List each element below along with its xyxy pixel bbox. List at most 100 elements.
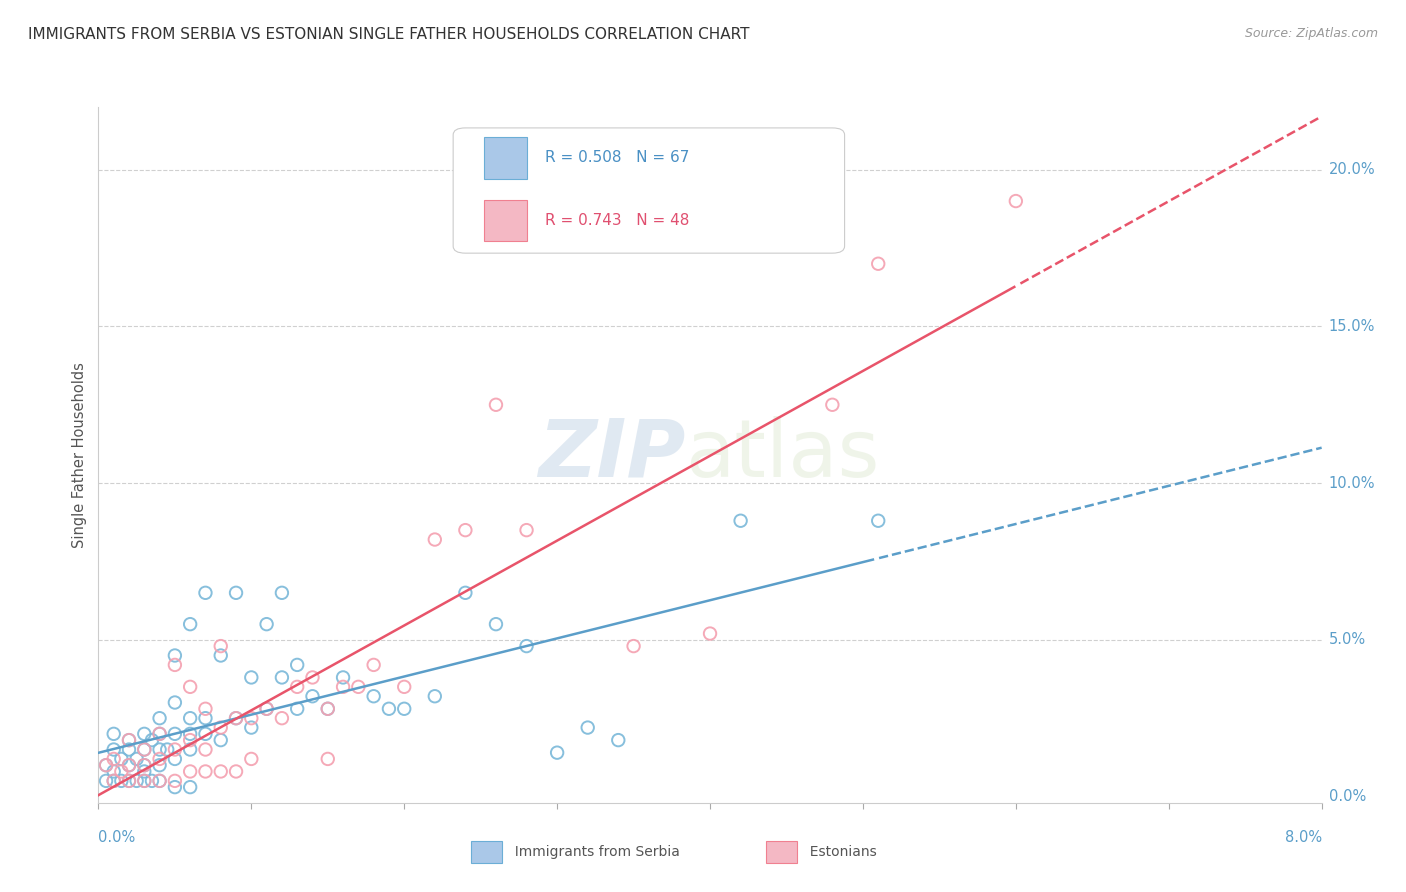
Point	[240, 752, 263, 766]
Point	[209, 648, 232, 663]
Text: 0.0%: 0.0%	[1329, 789, 1365, 804]
Point	[270, 586, 294, 600]
Point	[125, 752, 148, 766]
Point	[134, 758, 156, 772]
Text: Estonians: Estonians	[801, 845, 877, 859]
Point	[301, 690, 323, 704]
Point	[423, 690, 446, 704]
Point	[141, 773, 163, 788]
Point	[285, 702, 308, 716]
Point	[110, 752, 132, 766]
Point	[134, 764, 156, 779]
Point	[179, 780, 201, 794]
Point	[332, 670, 354, 684]
Text: 10.0%: 10.0%	[1329, 475, 1375, 491]
Point	[730, 514, 752, 528]
Point	[118, 733, 141, 747]
Point	[392, 702, 416, 716]
Point	[516, 639, 538, 653]
Point	[110, 773, 132, 788]
Point	[118, 733, 141, 747]
Point	[240, 670, 263, 684]
Point	[209, 721, 232, 735]
Point	[607, 733, 630, 747]
Point	[163, 780, 186, 794]
Bar	[484, 137, 526, 178]
Point	[118, 758, 141, 772]
Point	[149, 727, 172, 741]
Point	[194, 764, 217, 779]
Point	[134, 773, 156, 788]
Point	[134, 758, 156, 772]
Point	[423, 533, 446, 547]
Point	[363, 690, 385, 704]
Point	[209, 639, 232, 653]
Point	[103, 742, 125, 756]
Point	[332, 680, 354, 694]
Text: IMMIGRANTS FROM SERBIA VS ESTONIAN SINGLE FATHER HOUSEHOLDS CORRELATION CHART: IMMIGRANTS FROM SERBIA VS ESTONIAN SINGL…	[28, 27, 749, 42]
Point	[149, 711, 172, 725]
Point	[363, 657, 385, 672]
Point	[270, 711, 294, 725]
Point	[285, 680, 308, 694]
Point	[821, 398, 844, 412]
Point	[194, 742, 217, 756]
Point	[240, 711, 263, 725]
Text: 0.0%: 0.0%	[98, 830, 135, 845]
Point	[225, 764, 247, 779]
Point	[623, 639, 645, 653]
Point	[163, 727, 186, 741]
Point	[301, 670, 323, 684]
Point	[256, 617, 278, 632]
Point	[141, 733, 163, 747]
Point	[163, 657, 186, 672]
Point	[125, 773, 148, 788]
Point	[194, 711, 217, 725]
Point	[316, 702, 339, 716]
Point	[118, 773, 141, 788]
Point	[103, 752, 125, 766]
Text: atlas: atlas	[686, 416, 880, 494]
Text: R = 0.743   N = 48: R = 0.743 N = 48	[546, 213, 689, 228]
Point	[1004, 194, 1026, 208]
Text: 20.0%: 20.0%	[1329, 162, 1375, 178]
Point	[378, 702, 401, 716]
Point	[179, 617, 201, 632]
Point	[347, 680, 370, 694]
Text: ZIP: ZIP	[538, 416, 686, 494]
Point	[285, 657, 308, 672]
Point	[163, 648, 186, 663]
Point	[103, 764, 125, 779]
Point	[103, 727, 125, 741]
Point	[392, 680, 416, 694]
Point	[149, 727, 172, 741]
Point	[270, 670, 294, 684]
Point	[110, 764, 132, 779]
Point	[209, 733, 232, 747]
Point	[149, 752, 172, 766]
Text: 15.0%: 15.0%	[1329, 319, 1375, 334]
Point	[163, 773, 186, 788]
Point	[454, 586, 477, 600]
Point	[163, 752, 186, 766]
Text: R = 0.508   N = 67: R = 0.508 N = 67	[546, 151, 689, 165]
Point	[134, 727, 156, 741]
Point	[179, 711, 201, 725]
Point	[546, 746, 568, 760]
Point	[256, 702, 278, 716]
Point	[179, 742, 201, 756]
Point	[209, 764, 232, 779]
Point	[179, 727, 201, 741]
Point	[134, 742, 156, 756]
FancyBboxPatch shape	[453, 128, 845, 253]
Text: 8.0%: 8.0%	[1285, 830, 1322, 845]
Point	[868, 257, 890, 271]
Point	[179, 733, 201, 747]
Point	[316, 752, 339, 766]
Point	[149, 773, 172, 788]
Point	[134, 773, 156, 788]
Point	[163, 696, 186, 710]
Point	[576, 721, 599, 735]
Point	[225, 711, 247, 725]
Point	[149, 742, 172, 756]
